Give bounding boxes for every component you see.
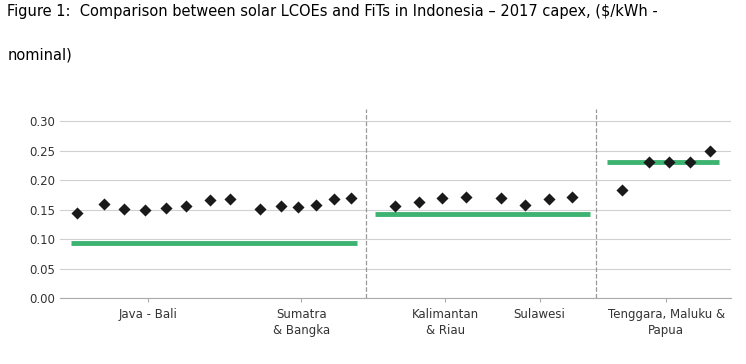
Point <box>204 197 216 203</box>
Point <box>704 148 716 154</box>
Point <box>642 159 654 165</box>
Point <box>181 203 192 209</box>
Point <box>72 210 84 215</box>
Point <box>684 159 696 165</box>
Point <box>460 194 472 199</box>
Point <box>436 195 448 201</box>
Point <box>254 206 266 211</box>
Point <box>98 201 110 207</box>
Text: Figure 1:  Comparison between solar LCOEs and FiTs in Indonesia – 2017 capex, ($: Figure 1: Comparison between solar LCOEs… <box>7 4 658 19</box>
Point <box>310 202 322 208</box>
Point <box>663 159 675 165</box>
Point <box>519 202 531 208</box>
Point <box>292 204 304 210</box>
Point <box>139 207 151 213</box>
Point <box>413 199 425 205</box>
Point <box>542 196 554 202</box>
Point <box>345 195 357 201</box>
Point <box>616 187 628 193</box>
Point <box>225 196 236 202</box>
Point <box>495 195 507 201</box>
Point <box>160 205 172 211</box>
Text: nominal): nominal) <box>7 47 72 62</box>
Point <box>566 194 578 199</box>
Point <box>327 196 339 202</box>
Point <box>389 203 401 209</box>
Point <box>275 203 286 209</box>
Point <box>119 206 131 211</box>
